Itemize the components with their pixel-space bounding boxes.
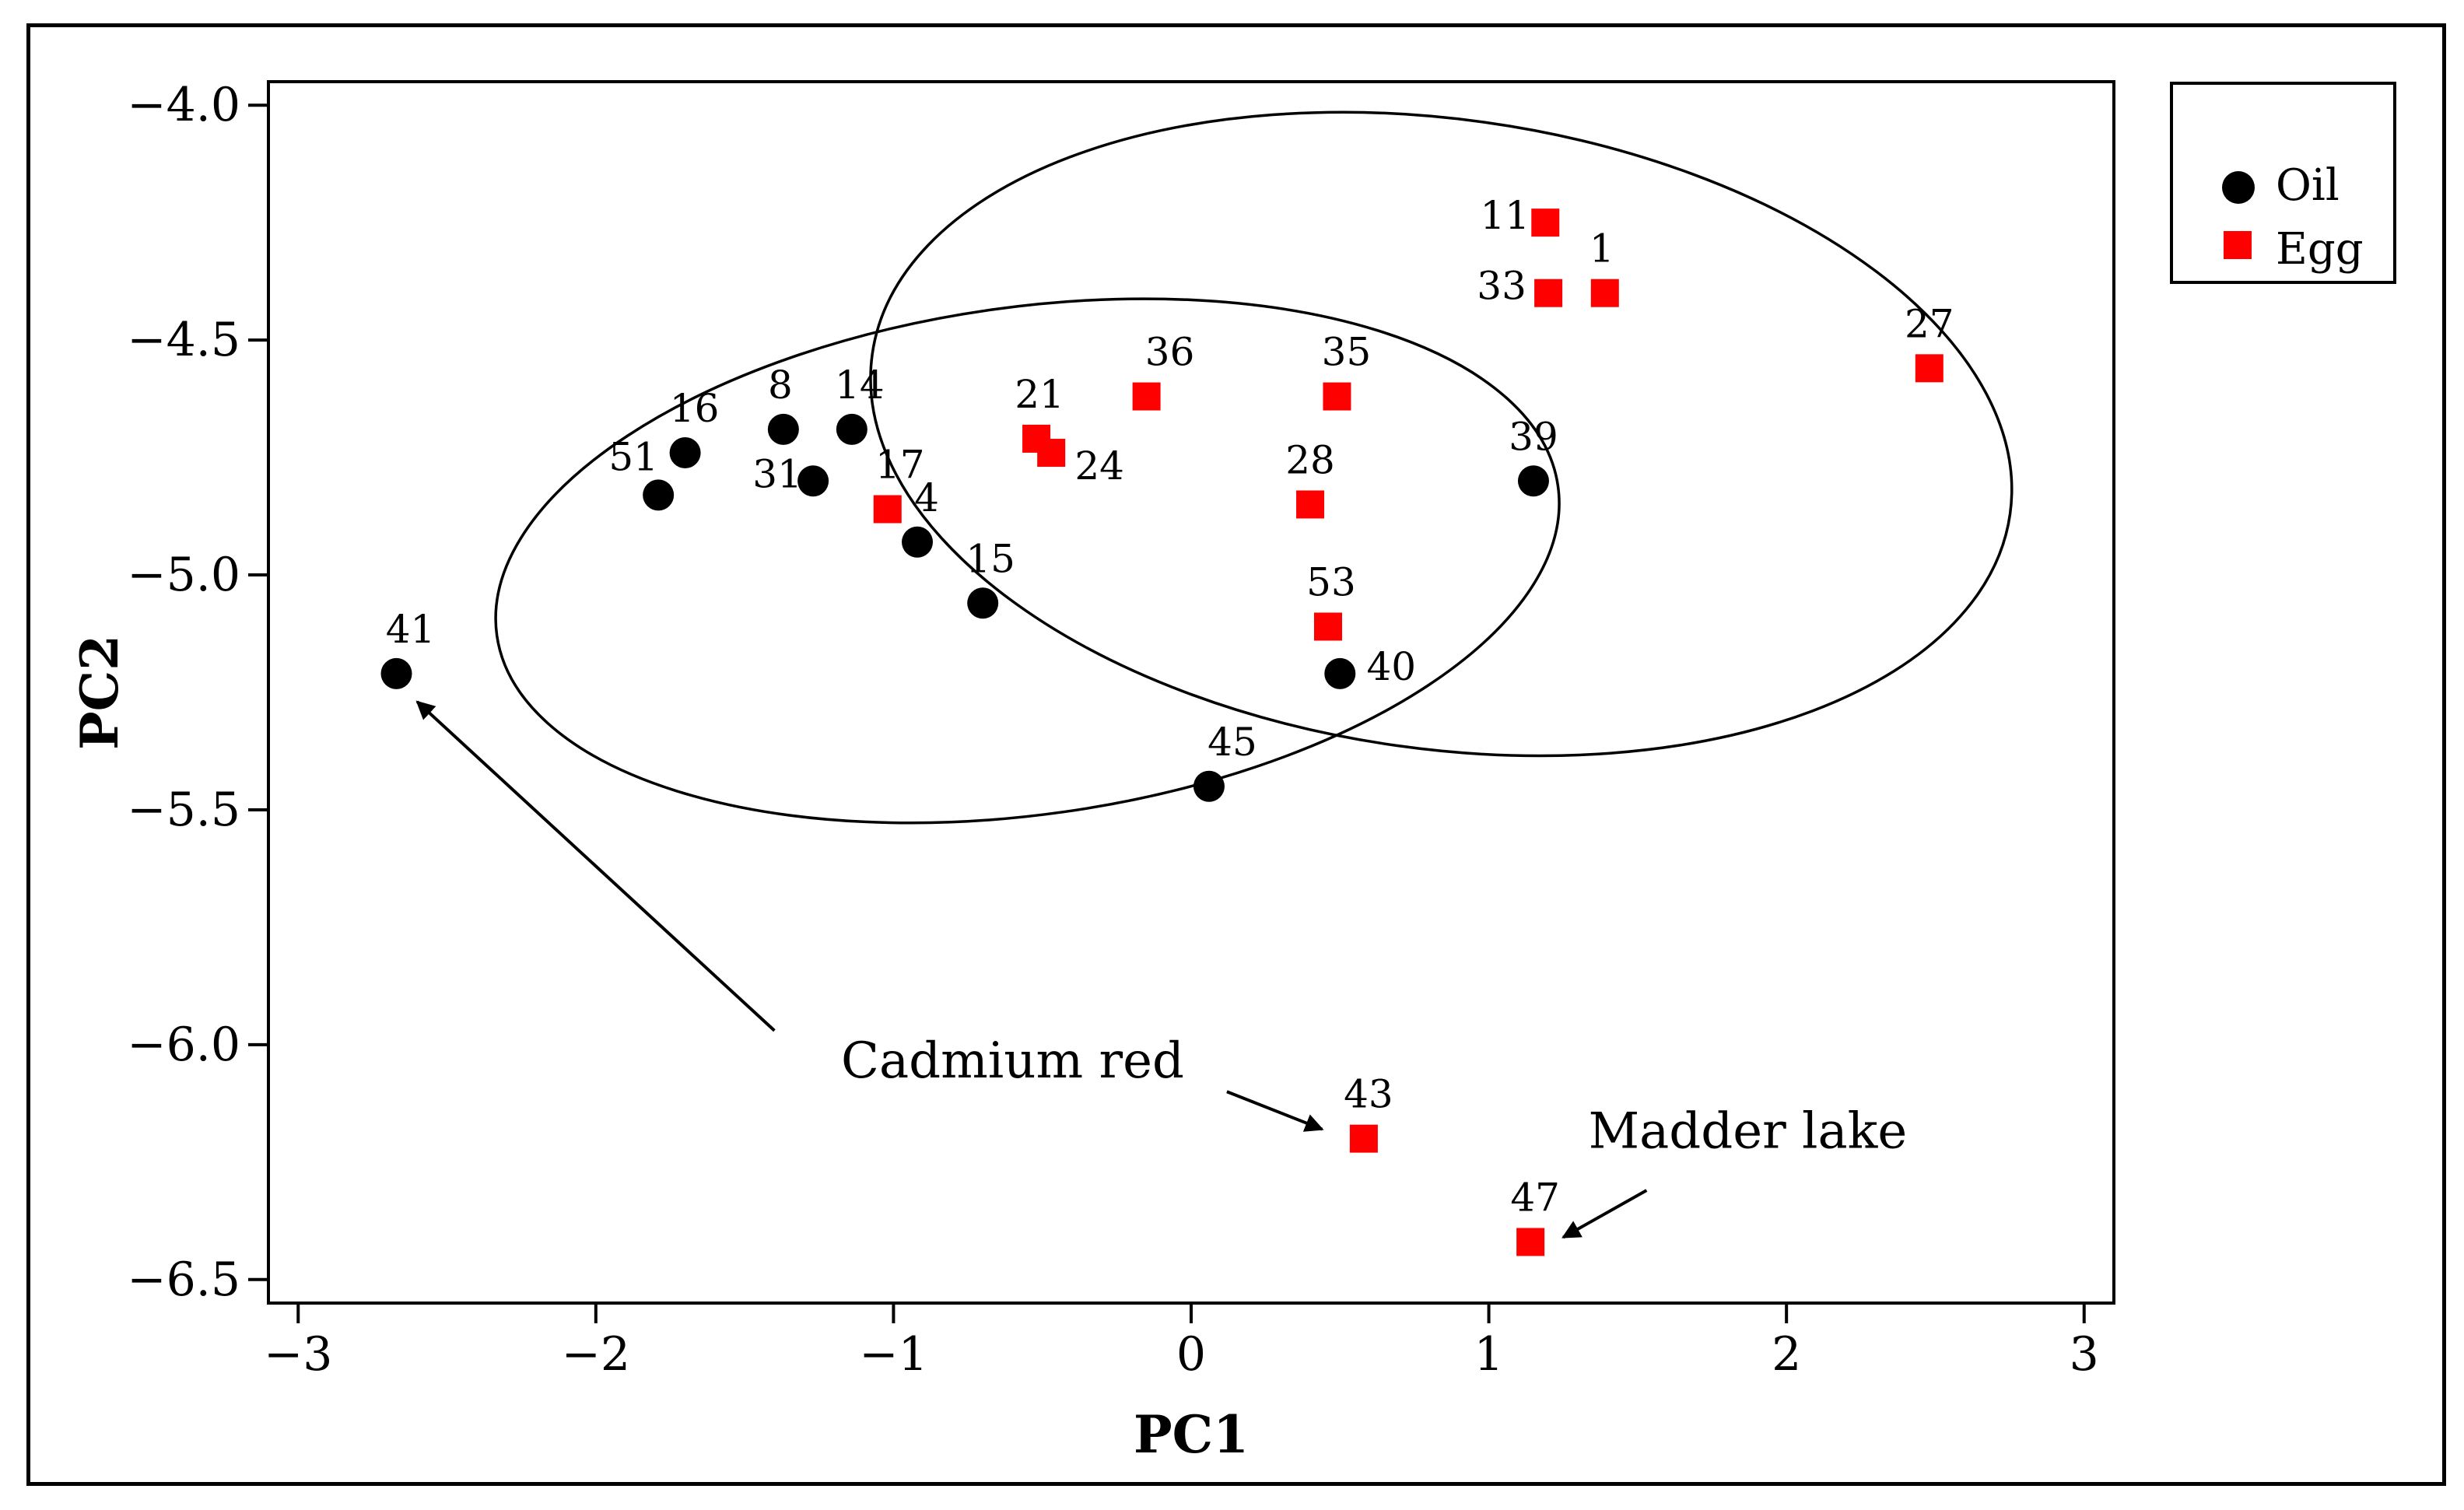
- oil-point-15: [967, 587, 999, 619]
- egg-point-47: [1516, 1228, 1545, 1256]
- oil-point-4: [902, 526, 934, 558]
- point-label-28: 28: [1285, 437, 1335, 482]
- pca-scatter-chart: −3 −2 −1 0 1 2 3 −4.0 −4.5 −5.0 −5.5 −6.0 −6.5 16 51 8…: [69, 78, 2396, 1465]
- annotation-arrow-2: [1226, 1090, 1324, 1132]
- oil-point-31: [797, 465, 829, 497]
- point-label-31: 31: [752, 451, 802, 496]
- point-label-47: 47: [1510, 1175, 1560, 1221]
- point-label-40: 40: [1366, 644, 1416, 689]
- egg-point-17: [873, 495, 902, 524]
- y-tick-label: −6.0: [127, 1018, 240, 1072]
- point-label-24: 24: [1074, 443, 1124, 489]
- egg-point-1: [1590, 279, 1619, 307]
- y-tick-label: −5.0: [127, 548, 240, 602]
- y-tick-label: −4.5: [127, 313, 240, 367]
- oil-point-45: [1193, 770, 1225, 802]
- legend-oil-label: Oil: [2276, 160, 2340, 211]
- oil-point-14: [836, 413, 867, 445]
- point-label-43: 43: [1344, 1072, 1393, 1117]
- x-tick-label: −3: [264, 1327, 332, 1382]
- annotation-arrow-1: [415, 700, 776, 1032]
- x-tick-label: 3: [2070, 1327, 2099, 1382]
- point-label-16: 16: [670, 386, 720, 431]
- point-label-4: 4: [914, 475, 939, 520]
- oil-point-39: [1517, 465, 1549, 497]
- x-tick-label: −2: [562, 1327, 630, 1382]
- point-label-27: 27: [1905, 301, 1954, 346]
- point-label-33: 33: [1477, 264, 1526, 309]
- egg-point-28: [1296, 490, 1325, 519]
- legend-oil-marker: [2222, 171, 2255, 204]
- annotation-cadmium-red: Cadmium red: [841, 1032, 1184, 1090]
- y-tick-label: −6.5: [127, 1252, 240, 1307]
- x-tick-label: 1: [1474, 1327, 1503, 1382]
- egg-point-27: [1915, 354, 1944, 383]
- legend-egg-label: Egg: [2276, 224, 2364, 275]
- group-ellipse-2: [869, 110, 2014, 758]
- point-label-35: 35: [1322, 330, 1372, 375]
- annotation-arrow-3: [1561, 1189, 1648, 1239]
- egg-point-35: [1323, 382, 1351, 411]
- point-label-15: 15: [966, 536, 1015, 581]
- x-axis-title: PC1: [1134, 1404, 1249, 1465]
- y-tick-label: −5.5: [127, 783, 240, 837]
- egg-point-53: [1313, 612, 1342, 641]
- figure-frame: −3 −2 −1 0 1 2 3 −4.0 −4.5 −5.0 −5.5 −6.0 −6.5 16 51 8…: [26, 23, 2446, 1486]
- points-layer: [380, 208, 1944, 1256]
- oil-point-40: [1324, 657, 1356, 689]
- egg-point-24: [1037, 439, 1066, 468]
- point-label-45: 45: [1207, 720, 1257, 765]
- y-axis-title: PC2: [69, 635, 130, 750]
- x-tick-label: 0: [1176, 1327, 1206, 1382]
- x-tick-label: 2: [1772, 1327, 1801, 1382]
- point-label-41: 41: [386, 607, 436, 652]
- oil-point-41: [380, 657, 412, 689]
- point-label-39: 39: [1509, 414, 1558, 459]
- arrow-layer: [415, 700, 1648, 1239]
- point-label-1: 1: [1590, 226, 1614, 272]
- point-label-51: 51: [608, 434, 658, 479]
- point-label-17: 17: [875, 443, 925, 488]
- annotation-madder-lake: Madder lake: [1589, 1103, 1908, 1161]
- point-label-53: 53: [1306, 559, 1356, 604]
- axes-layer: −3 −2 −1 0 1 2 3 −4.0 −4.5 −5.0 −5.5 −6.0 −6.5: [127, 78, 2099, 1382]
- egg-point-43: [1349, 1124, 1378, 1153]
- oil-point-8: [767, 413, 799, 445]
- egg-point-11: [1531, 208, 1560, 237]
- legend-egg-marker: [2224, 231, 2252, 259]
- egg-point-36: [1132, 382, 1161, 411]
- ellipse-layer: [494, 110, 2014, 825]
- oil-point-16: [669, 437, 701, 469]
- point-label-21: 21: [1015, 372, 1064, 417]
- point-label-11: 11: [1480, 193, 1530, 238]
- point-label-36: 36: [1145, 330, 1195, 375]
- point-label-14: 14: [835, 363, 885, 408]
- egg-point-33: [1534, 279, 1563, 307]
- oil-point-51: [643, 479, 675, 511]
- x-tick-label: −1: [859, 1327, 927, 1382]
- legend-box: [2170, 82, 2396, 284]
- legend: Oil Egg: [2170, 82, 2396, 284]
- annotation-layer: Cadmium red Madder lake: [841, 1032, 1907, 1161]
- y-tick-label: −4.0: [127, 78, 240, 132]
- point-label-8: 8: [768, 363, 793, 408]
- group-ellipse-1: [494, 297, 1561, 825]
